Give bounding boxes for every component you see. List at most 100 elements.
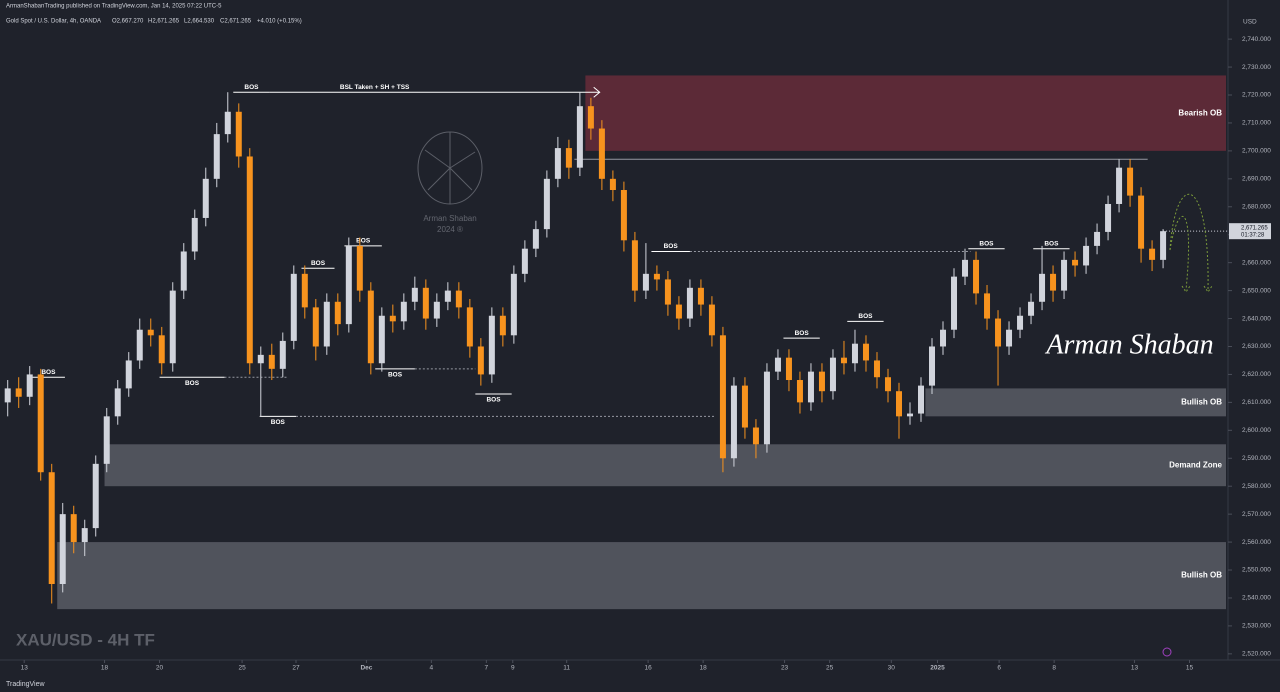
logo-year: 2024 ®	[437, 225, 463, 234]
candle-body	[92, 463, 99, 529]
y-tick-label: 2,560.000	[1242, 539, 1271, 546]
candle-body	[466, 307, 473, 347]
candle-body	[1127, 167, 1134, 196]
x-tick-label: 18	[700, 665, 708, 672]
candle-body	[951, 276, 958, 330]
candle-body	[995, 318, 1002, 347]
candle-body	[334, 301, 341, 325]
candle-body	[103, 416, 110, 464]
candle-body	[653, 273, 660, 280]
x-tick-label: 25	[826, 665, 834, 672]
x-tick-label: 4	[430, 665, 434, 672]
candle-body	[125, 360, 132, 389]
bos-label: BOS	[486, 397, 501, 404]
candle-body	[312, 307, 319, 347]
candle-body	[862, 343, 869, 361]
y-tick-label: 2,660.000	[1242, 259, 1271, 266]
y-tick-label: 2,550.000	[1242, 567, 1271, 574]
zone-label: Demand Zone	[1169, 460, 1222, 469]
candle-body	[433, 301, 440, 319]
candle-body	[851, 343, 858, 364]
y-tick-label: 2,630.000	[1242, 343, 1271, 350]
candle-body	[235, 111, 242, 157]
candle-body	[554, 148, 561, 179]
candle-body	[521, 248, 528, 274]
candle-body	[1094, 231, 1101, 246]
candle-body	[807, 371, 814, 403]
candle-body	[4, 388, 11, 403]
candle-body	[345, 245, 352, 325]
candle-body	[411, 287, 418, 302]
ohlc-value: H2,671.265	[148, 19, 180, 25]
candle-body	[499, 315, 506, 336]
candle-body	[257, 354, 264, 364]
x-tick-label: 7	[485, 665, 489, 672]
x-tick-label: 6	[997, 665, 1001, 672]
candle-body	[213, 134, 220, 179]
candle-body	[675, 304, 682, 319]
candle-body	[191, 217, 198, 252]
candle-body	[488, 315, 495, 375]
candle-body	[323, 301, 330, 347]
zone-label: Bearish OB	[1178, 108, 1222, 117]
zone-label: Bullish OB	[1181, 397, 1222, 406]
candle-body	[1061, 259, 1068, 291]
x-tick-label: Dec	[360, 665, 372, 672]
candle-body	[301, 273, 308, 308]
candle-body	[356, 245, 363, 291]
candle-body	[973, 259, 980, 294]
candle-body	[290, 273, 297, 341]
candle-body	[202, 178, 209, 218]
ohlc-value: +4.010 (+0.15%)	[257, 19, 302, 25]
candle-body	[477, 346, 484, 375]
candle-body	[81, 528, 88, 543]
y-tick-label: 2,680.000	[1242, 203, 1271, 210]
event-icon[interactable]	[1162, 647, 1172, 657]
candle-body	[785, 357, 792, 381]
ohlc-value: O2,667.270	[112, 19, 144, 25]
ohlc-value: C2,671.265	[220, 19, 252, 25]
zone	[104, 444, 1226, 487]
currency: USD	[1243, 19, 1257, 26]
bos-label: BOS	[664, 243, 679, 250]
y-tick-label: 2,580.000	[1242, 483, 1271, 490]
last-price-label: 2,671.265	[1241, 225, 1268, 231]
candle-body	[37, 374, 44, 473]
bos-label: BOS	[41, 369, 56, 376]
x-tick-label: 15	[1186, 665, 1194, 672]
y-tick-label: 2,730.000	[1242, 64, 1271, 71]
candle-body	[147, 329, 154, 336]
candle-body	[642, 273, 649, 291]
y-tick-label: 2,720.000	[1242, 92, 1271, 99]
candle-body	[796, 380, 803, 403]
candle-body	[444, 290, 451, 302]
candle-body	[697, 287, 704, 305]
bos-arrow	[593, 86, 601, 98]
x-tick-label: 8	[1052, 665, 1056, 672]
bos-label: BOS	[858, 313, 873, 320]
x-tick-label: 2025	[930, 665, 945, 672]
candle-body	[620, 190, 627, 241]
y-tick-label: 2,610.000	[1242, 399, 1271, 406]
candle-body	[730, 385, 737, 459]
candle-body	[1006, 329, 1013, 347]
candle-body	[631, 240, 638, 291]
x-tick-label: 27	[292, 665, 300, 672]
watermark: XAU/USD - 4H TF	[16, 630, 155, 649]
candle-body	[576, 106, 583, 168]
bos-label: BOS	[388, 372, 403, 379]
bos-label: BOS	[1044, 240, 1059, 247]
candle-body	[1138, 195, 1145, 249]
y-tick-label: 2,620.000	[1242, 371, 1271, 378]
y-tick-label: 2,650.000	[1242, 287, 1271, 294]
zone-label: Bullish OB	[1181, 571, 1222, 580]
candle-body	[686, 287, 693, 319]
y-tick-label: 2,740.000	[1242, 36, 1271, 43]
candle-body	[26, 374, 33, 397]
candle-body	[752, 427, 759, 445]
candle-body	[180, 251, 187, 291]
candle-body	[268, 354, 275, 369]
candle-body	[367, 290, 374, 364]
projection-path	[1169, 193, 1209, 291]
candle-body	[918, 385, 924, 414]
